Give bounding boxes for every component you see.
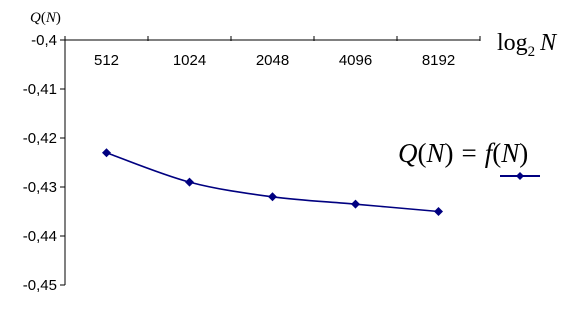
- x-tick-label: 4096: [339, 52, 372, 69]
- y-axis-ticks: -0,4 -0,41 -0,42 -0,43 -0,44 -0,45: [23, 32, 65, 294]
- legend-marker: [516, 172, 524, 180]
- x-tick-label: 512: [94, 52, 119, 69]
- x-axis-title-log: log: [497, 30, 528, 56]
- legend-lhs-var: N: [426, 138, 447, 168]
- y-tick-label: -0,41: [23, 81, 57, 98]
- legend-rhs-open: (: [492, 138, 501, 168]
- data-point: [351, 199, 360, 209]
- y-tick-label: -0,44: [23, 228, 57, 245]
- y-axis-title-fn: Q: [30, 10, 41, 26]
- series-line: [106, 151, 439, 213]
- y-tick-label: -0,42: [23, 130, 57, 147]
- x-tick-label: 8192: [422, 52, 455, 69]
- series-group: [102, 148, 443, 216]
- x-tick-label: 1024: [173, 52, 206, 69]
- legend-rhs-close: ): [519, 138, 528, 168]
- legend-lhs-open: (: [418, 138, 427, 168]
- x-axis-title-sub: 2: [528, 44, 536, 60]
- legend-lhs-close: ): [445, 138, 454, 168]
- data-point: [434, 207, 443, 216]
- legend-eq: =: [462, 138, 477, 168]
- x-axis-ticks: 512 1024 2048 4096 8192: [64, 36, 481, 69]
- data-point: [102, 148, 111, 158]
- legend-lhs-fn: Q: [398, 138, 418, 168]
- y-tick-label: -0,45: [23, 277, 57, 294]
- y-tick-label: -0,4: [31, 32, 57, 49]
- data-point: [185, 177, 194, 187]
- x-axis-title: log2 N: [497, 30, 558, 60]
- legend-rhs-fn: f: [485, 138, 496, 168]
- y-axis-title-close: ): [56, 10, 61, 26]
- legend-label: Q(N) = f(N): [398, 138, 528, 168]
- x-axis-title-var: N: [539, 30, 558, 56]
- legend-rhs-var: N: [500, 138, 521, 168]
- data-point: [268, 192, 277, 202]
- y-axis-title: Q(N): [30, 10, 61, 26]
- y-axis-title-var: N: [45, 10, 57, 26]
- y-axis-title-open: (: [41, 10, 46, 26]
- y-tick-label: -0,43: [23, 179, 57, 196]
- x-tick-label: 2048: [256, 52, 289, 69]
